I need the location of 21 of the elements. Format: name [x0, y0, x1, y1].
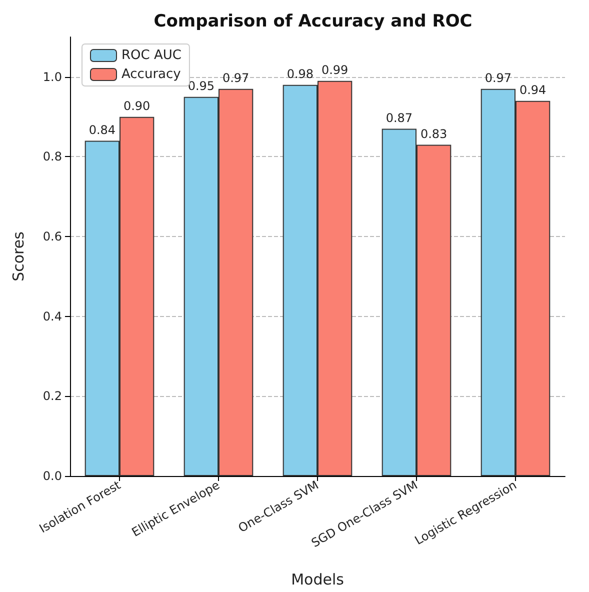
data-label: 0.84: [88, 122, 116, 137]
data-label: 0.95: [188, 78, 215, 93]
legend-label: Accuracy: [122, 67, 182, 82]
y-tick-label: 0.4: [42, 309, 62, 324]
data-label: 0.97: [222, 70, 250, 85]
y-tick-label: 0.8: [42, 150, 62, 164]
y-tick-label: 0.6: [42, 230, 62, 244]
data-label: 0.83: [420, 126, 448, 141]
chart-title: Comparison of Accuracy and ROC: [154, 12, 472, 32]
data-label: 0.98: [286, 66, 314, 81]
y-axis-title: Scores: [10, 231, 28, 282]
data-label: 0.90: [123, 98, 150, 113]
x-axis-title: Models: [291, 570, 344, 588]
y-tick-label: 0.0: [42, 469, 62, 483]
data-label: 0.87: [386, 110, 413, 125]
data-label: 0.94: [519, 82, 546, 97]
legend-label: ROC AUC: [122, 48, 182, 63]
y-tick-label: 1.0: [42, 70, 62, 84]
data-label: 0.97: [484, 70, 512, 85]
y-tick-label: 0.2: [42, 389, 62, 404]
data-label: 0.99: [321, 62, 348, 77]
